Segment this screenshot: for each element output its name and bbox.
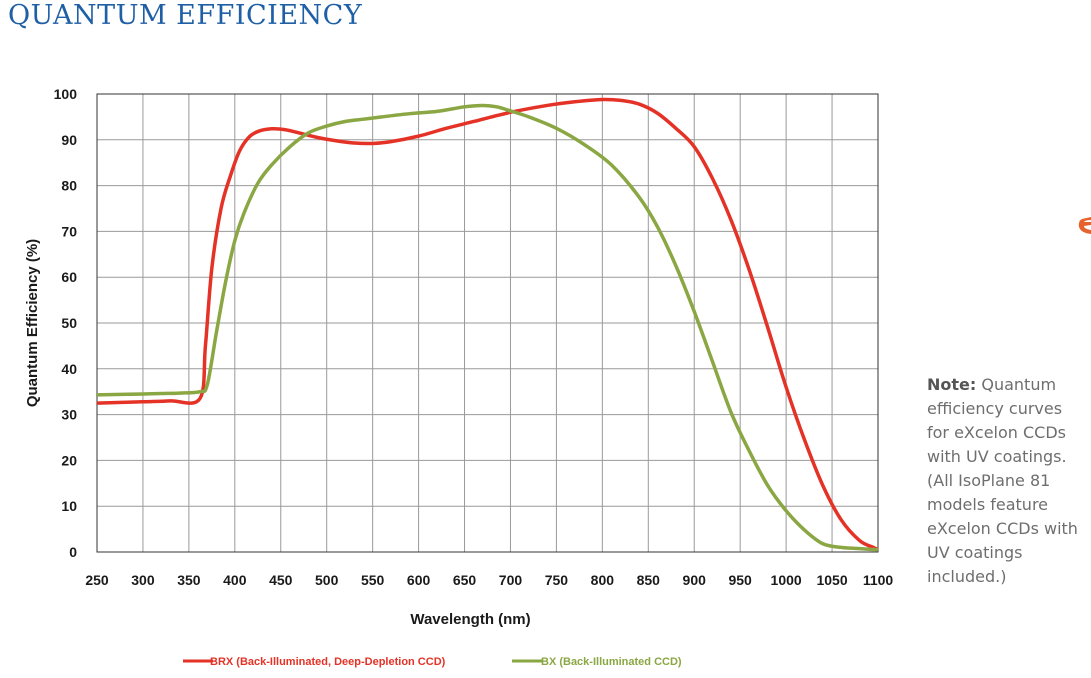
x-tick-label: 550: [361, 572, 385, 588]
note-label: Note:: [927, 375, 977, 394]
y-tick-label: 90: [61, 132, 77, 148]
x-tick-label: 400: [223, 572, 247, 588]
x-tick-label: 800: [591, 572, 615, 588]
series-lines: [96, 97, 879, 552]
x-tick-label: 600: [407, 572, 431, 588]
series-line-brx: [96, 97, 879, 552]
x-tick-label: 650: [453, 572, 477, 588]
chart-legend: BRX (Back-Illuminated, Deep-Depletion CC…: [183, 656, 682, 668]
x-tick-label: 500: [315, 572, 339, 588]
y-tick-label: 60: [61, 269, 77, 285]
y-tick-label: 0: [69, 544, 77, 560]
y-axis-label: Quantum Efficiency (%): [24, 239, 41, 407]
x-tick-label: 900: [683, 572, 707, 588]
x-tick-label: 1100: [863, 572, 894, 588]
y-tick-label: 80: [61, 178, 77, 194]
plot-frame: [96, 93, 879, 553]
x-tick-label: 450: [269, 572, 293, 588]
y-tick-label: 100: [54, 86, 78, 102]
chart-note: Note: Quantum efficiency curves for eXce…: [927, 373, 1087, 589]
y-tick-label: 30: [61, 407, 77, 423]
y-tick-label: 20: [61, 452, 77, 468]
y-tick-labels: 0 10 20 30 40 50 60 70 80 90 100: [54, 86, 78, 560]
legend-label: BRX (Back-Illuminated, Deep-Depletion CC…: [210, 656, 446, 668]
partial-logo-icon: [1076, 213, 1091, 237]
x-tick-label: 350: [177, 572, 201, 588]
x-tick-labels: 250 300 350 400 450 500 550 600 650 700 750 800 850 9…: [85, 572, 893, 588]
y-tick-label: 10: [61, 498, 77, 514]
legend-label: BX (Back-Illuminated CCD): [541, 656, 682, 668]
y-tick-label: 70: [61, 223, 77, 239]
x-tick-label: 850: [637, 572, 661, 588]
x-tick-label: 950: [728, 572, 752, 588]
x-tick-label: 750: [545, 572, 569, 588]
x-tick-label: 1000: [771, 572, 802, 588]
note-text: Quantum efficiency curves for eXcelon CC…: [927, 375, 1078, 586]
y-tick-label: 40: [61, 361, 77, 377]
chart-grid: [96, 93, 879, 553]
y-tick-label: 50: [61, 315, 77, 331]
x-tick-label: 1050: [816, 572, 847, 588]
x-axis-label: Wavelength (nm): [410, 611, 530, 628]
series-line-bx: [96, 103, 879, 552]
x-tick-label: 300: [131, 572, 155, 588]
x-tick-label: 700: [499, 572, 523, 588]
page-title: QUANTUM EFFICIENCY: [8, 0, 363, 31]
x-tick-label: 250: [85, 572, 109, 588]
